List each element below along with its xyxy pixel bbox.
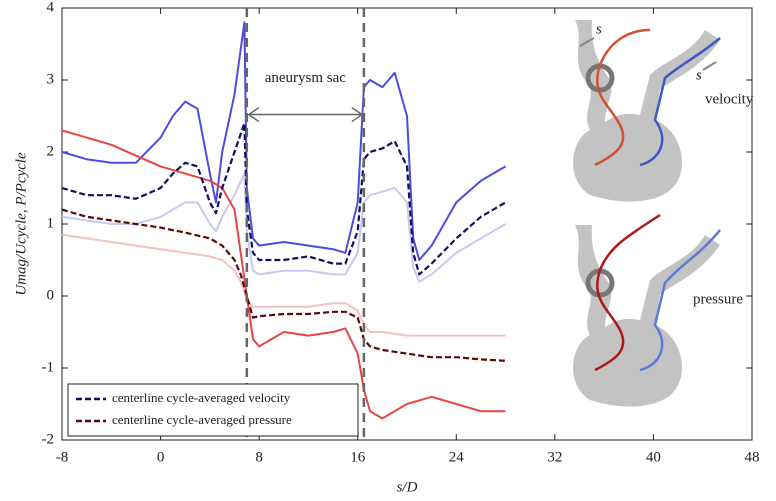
legend-label: centerline cycle-averaged pressure (112, 412, 292, 427)
legend: centerline cycle-averaged velocity center… (67, 383, 359, 437)
y-axis-label: Umag/Ucycle, P/Pcycle (13, 152, 29, 296)
series-line (61, 208, 506, 362)
inset-label: pressure (693, 291, 743, 307)
phase-curve (61, 233, 506, 337)
inset-label: velocity (705, 91, 754, 107)
legend-label: centerline cycle-averaged velocity (112, 390, 291, 405)
x-tick-label: -8 (56, 449, 69, 465)
arrow-head (247, 106, 260, 123)
x-tick-label: 16 (350, 449, 366, 465)
phase-curve (61, 21, 507, 261)
y-tick-label: 4 (47, 0, 55, 15)
arrow-head (351, 106, 364, 123)
x-tick-label: 8 (255, 449, 263, 465)
inset-pressure (573, 213, 721, 407)
y-tick-label: -1 (42, 359, 55, 375)
y-tick-label: 0 (47, 287, 55, 303)
x-tick-label: 48 (745, 449, 760, 465)
arrow (579, 37, 595, 47)
y-tick-label: 3 (47, 71, 55, 87)
inset-label: s (596, 21, 602, 37)
centerline (639, 229, 721, 372)
x-tick-label: 32 (547, 449, 562, 465)
phase-curve (61, 172, 507, 283)
y-tick-label: 1 (47, 215, 55, 231)
centerline (639, 37, 721, 167)
legend-box (67, 383, 359, 437)
series-line (61, 122, 507, 276)
x-tick-label: 0 (157, 449, 165, 465)
phase-curve (61, 129, 506, 420)
x-tick-label: 24 (449, 449, 465, 465)
annotation: aneurysm sac (265, 70, 347, 86)
x-axis-label: s/D (397, 479, 418, 495)
inset-velocity (573, 20, 721, 202)
y-tick-label: -2 (42, 431, 55, 447)
x-tick-label: 40 (646, 449, 661, 465)
inset-label: s (696, 67, 702, 83)
arrow (702, 61, 717, 71)
centerline (594, 28, 651, 167)
centerline (594, 213, 661, 372)
y-tick-label: 2 (47, 143, 55, 159)
